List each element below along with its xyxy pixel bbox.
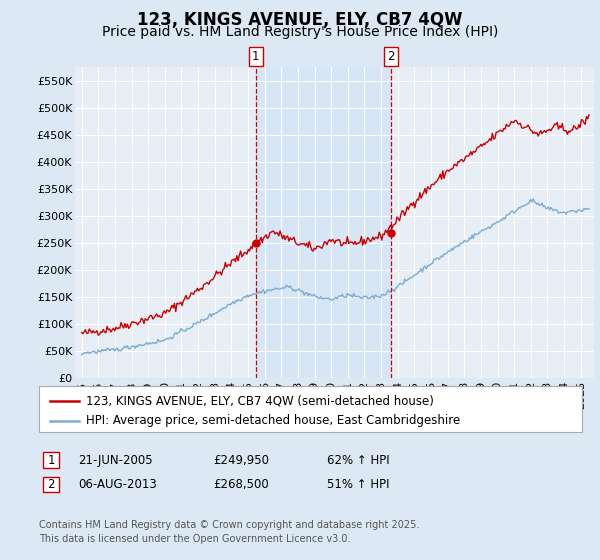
Text: 51% ↑ HPI: 51% ↑ HPI: [327, 478, 389, 491]
Text: 123, KINGS AVENUE, ELY, CB7 4QW (semi-detached house): 123, KINGS AVENUE, ELY, CB7 4QW (semi-de…: [86, 395, 434, 408]
Text: £249,950: £249,950: [213, 454, 269, 467]
Text: 62% ↑ HPI: 62% ↑ HPI: [327, 454, 389, 467]
Text: Price paid vs. HM Land Registry's House Price Index (HPI): Price paid vs. HM Land Registry's House …: [102, 26, 498, 39]
Text: 1: 1: [252, 50, 260, 63]
Text: £268,500: £268,500: [213, 478, 269, 491]
Text: 06-AUG-2013: 06-AUG-2013: [78, 478, 157, 491]
Text: 2: 2: [47, 478, 55, 491]
Text: 21-JUN-2005: 21-JUN-2005: [78, 454, 152, 467]
Text: 123, KINGS AVENUE, ELY, CB7 4QW: 123, KINGS AVENUE, ELY, CB7 4QW: [137, 11, 463, 29]
Text: Contains HM Land Registry data © Crown copyright and database right 2025.
This d: Contains HM Land Registry data © Crown c…: [39, 520, 419, 544]
Text: 2: 2: [388, 50, 395, 63]
Bar: [256, 67, 391, 378]
Text: HPI: Average price, semi-detached house, East Cambridgeshire: HPI: Average price, semi-detached house,…: [86, 414, 460, 427]
Text: 1: 1: [47, 454, 55, 467]
